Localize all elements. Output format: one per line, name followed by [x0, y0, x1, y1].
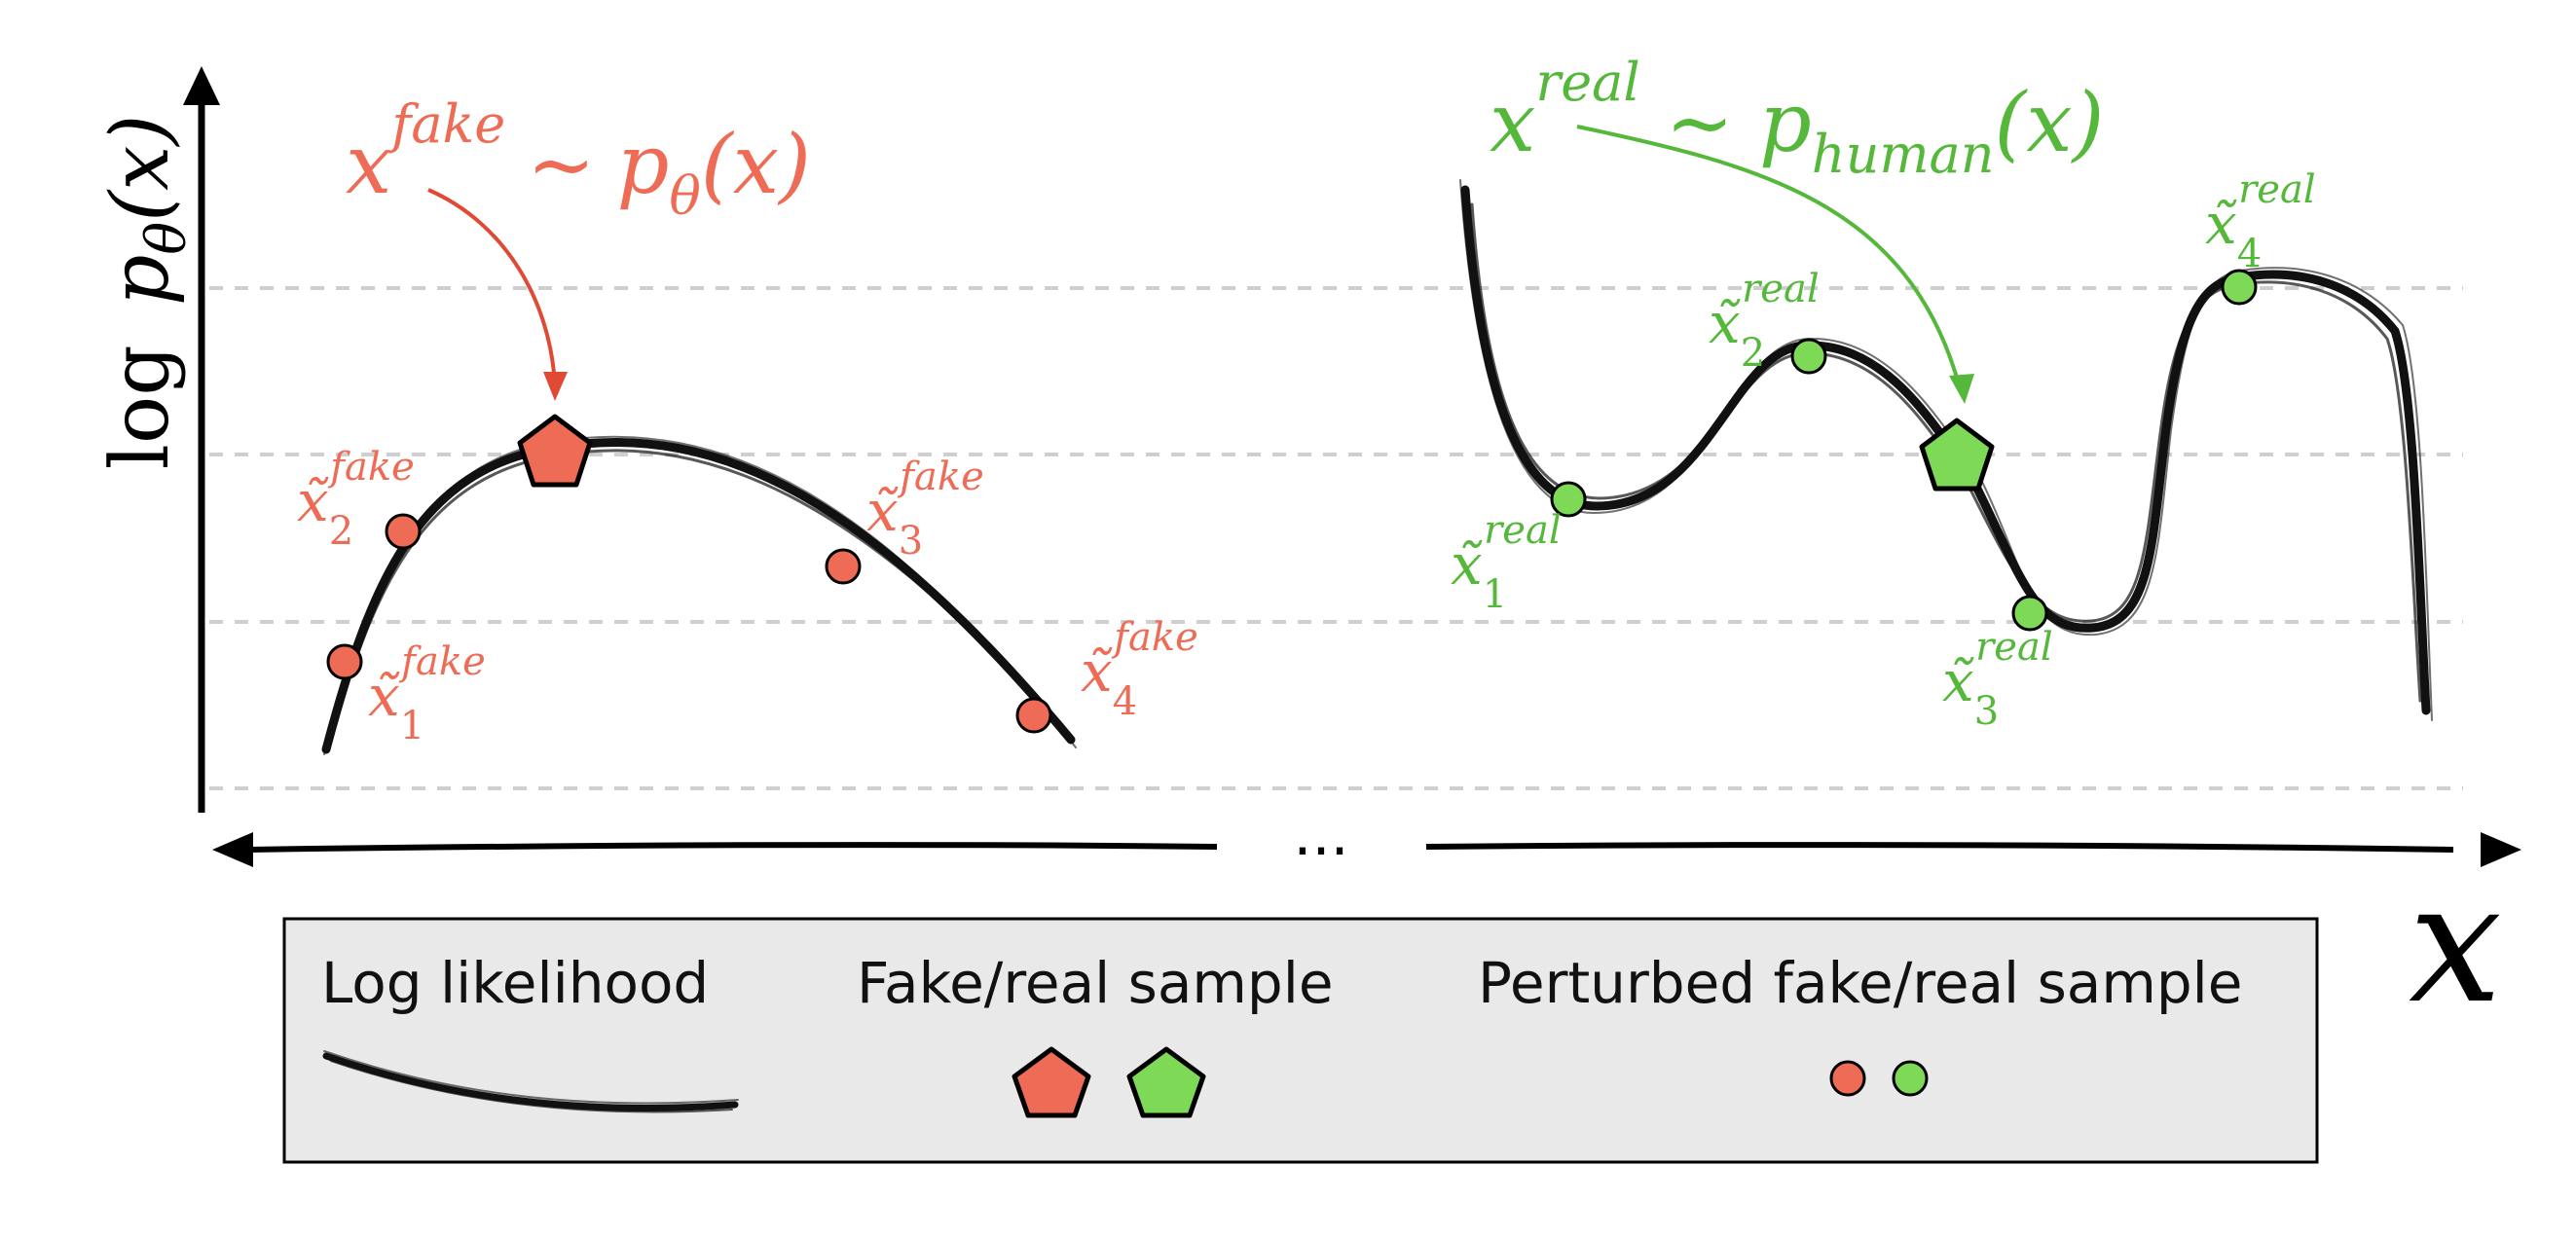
fake-point-2 [385, 513, 422, 550]
svg-text:log pθ(x): log pθ(x) [94, 115, 199, 470]
y-axis-arrowhead [183, 66, 220, 105]
legend-curve-swatch [322, 1050, 739, 1113]
legend-fake-pentagon [1012, 1046, 1091, 1118]
real-point-3 [2011, 595, 2048, 632]
real-point-2 [1790, 338, 1827, 375]
real-title-arrow [1576, 125, 1961, 385]
legend-perturbed-label: Perturbed fake/real sample [1478, 950, 2242, 1016]
fake-point-label-1: x̃1fake [368, 639, 486, 748]
real-title-arrowhead [1949, 374, 1974, 404]
real-perturbed-points [1550, 269, 2258, 632]
real-title: xreal ~ phuman(x) [1490, 52, 2104, 185]
fake-title-arrow [427, 188, 557, 385]
y-axis-label: log pθ(x) [94, 115, 199, 470]
fake-title-arrowhead [543, 372, 568, 401]
x-axis-ellipsis: ... [1293, 801, 1348, 869]
real-point-1 [1550, 481, 1587, 518]
x-axis-left-arrowhead [212, 832, 253, 867]
fake-point-1 [326, 643, 363, 680]
real-point-label-4: x̃4real [2205, 167, 2316, 276]
y-axis [183, 66, 220, 813]
x-axis-label: x [2409, 848, 2502, 1040]
legend-real-pentagon [1126, 1046, 1206, 1118]
x-axis-right-arrowhead [2481, 832, 2521, 867]
real-point-4 [2221, 269, 2258, 306]
legend: Log likelihood Fake/real sample Perturbe… [282, 917, 2319, 1164]
x-axis: ... [212, 801, 2521, 869]
real-log-likelihood-curve [1459, 179, 2433, 721]
fake-point-label-4: x̃4fake [1081, 615, 1198, 724]
real-point-label-1: x̃1real [1451, 508, 1562, 617]
real-point-label-2: x̃2real [1709, 267, 1820, 376]
grid-lines [209, 286, 2463, 790]
legend-box [282, 917, 2319, 1164]
real-point-label-3: x̃3real [1942, 625, 2053, 734]
fake-point-label-3: x̃3fake [866, 455, 984, 564]
legend-log-likelihood-label: Log likelihood [321, 950, 709, 1016]
real-sample-pentagon [1919, 418, 1995, 492]
fake-perturbed-points [326, 513, 1052, 734]
legend-sample-label: Fake/real sample [857, 950, 1334, 1016]
legend-fake-point [1829, 1060, 1866, 1097]
fake-point-3 [825, 548, 862, 585]
fake-point-4 [1015, 697, 1052, 734]
fake-sample-pentagon [517, 414, 593, 488]
fake-title: xfake ~ pθ(x) [346, 93, 811, 227]
legend-real-point [1892, 1060, 1929, 1097]
fake-point-label-2: x̃2fake [297, 445, 415, 554]
